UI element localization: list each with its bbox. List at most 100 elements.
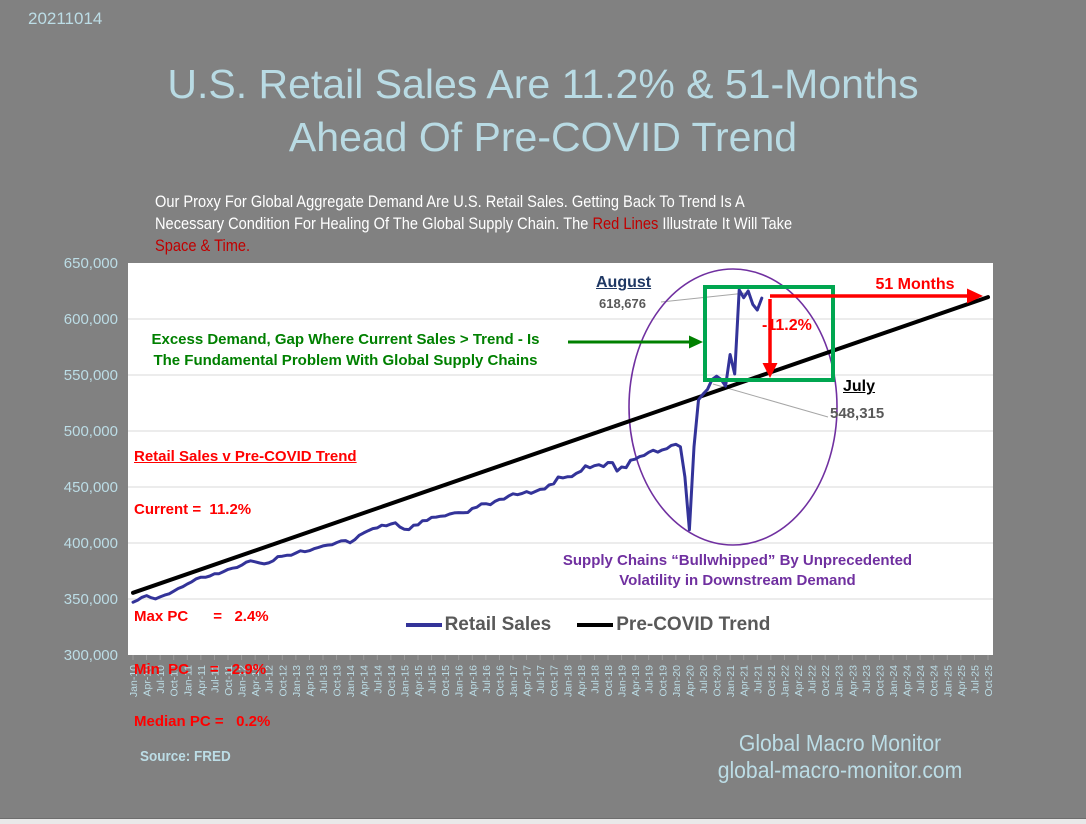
august-annotation-value: 618,676: [599, 296, 646, 311]
subtitle-segment: Illustrate It Will Take: [662, 214, 793, 233]
x-axis-tick-label: Apr-11: [196, 665, 208, 696]
x-axis-tick-label: Jul-20: [698, 665, 710, 694]
august-annotation-label: August: [596, 274, 652, 291]
x-axis-tick-label: Jul-16: [481, 665, 493, 694]
x-axis-tick-label: Jul-12: [264, 665, 276, 694]
x-axis-tick-label: Apr-14: [359, 665, 371, 697]
x-axis-tick-label: Oct-25: [983, 665, 995, 697]
gap-highlight-box: [703, 285, 835, 382]
x-axis-tick-label: Jul-23: [861, 665, 873, 694]
y-axis-tick-label: 600,000: [64, 311, 118, 328]
x-axis-tick-label: Apr-19: [630, 665, 642, 697]
x-axis-tick-label: Jan-19: [617, 665, 629, 697]
x-axis-tick-label: Jan-24: [888, 665, 900, 697]
bullwhip-note: Supply Chains “Bullwhipped” By Unprecede…: [535, 551, 940, 591]
x-axis-tick-label: Jan-25: [942, 665, 954, 697]
retail-sales-line-swatch: [405, 623, 442, 627]
x-axis-tick-label: Oct-18: [603, 665, 615, 697]
x-axis-tick-label: Oct-11: [223, 665, 235, 696]
x-axis-tick-label: Jul-10: [155, 665, 167, 694]
x-axis-tick-label: Apr-15: [413, 665, 425, 697]
x-axis-tick-label: Jul-14: [372, 665, 384, 694]
x-axis-tick-label: Jul-15: [427, 665, 439, 694]
page-title-line2: Ahead Of Pre-COVID Trend: [288, 114, 798, 160]
x-axis-tick-label: Oct-24: [929, 665, 941, 697]
legend-label-trend: Pre-COVID Trend: [616, 614, 771, 635]
x-axis-tick-label: Jan-23: [834, 665, 846, 697]
y-axis-tick-label: 450,000: [64, 479, 118, 496]
x-axis-tick-label: Jan-17: [508, 665, 520, 697]
x-axis-tick-label: Jul-11: [209, 665, 221, 693]
july-annotation-value: 548,315: [830, 405, 885, 422]
x-axis-tick-label: Jul-22: [807, 665, 819, 694]
y-axis-tick-label: 300,000: [64, 647, 118, 664]
page-title-line1: U.S. Retail Sales Are 11.2% & 51-Months: [167, 61, 919, 107]
subtitle-segment: Red Lines: [592, 214, 659, 233]
source-credit: Source: FRED: [140, 748, 231, 765]
y-axis-tick-label: 350,000: [64, 591, 118, 608]
x-axis-tick-label: Apr-21: [739, 665, 751, 697]
subtitle-segment: Our Proxy For Global Aggregate Demand Ar…: [155, 192, 745, 233]
excess-demand-arrowhead: [689, 335, 703, 349]
y-axis-tick-label: 500,000: [64, 423, 118, 440]
x-axis-tick-label: Jul-19: [644, 665, 656, 694]
legend-label-retail-sales: Retail Sales: [444, 614, 552, 635]
x-axis-tick-label: Jul-21: [752, 665, 764, 694]
excess-demand-note-line2: The Fundamental Problem With Global Supp…: [153, 352, 538, 369]
subtitle-segment: Space & Time.: [155, 236, 251, 255]
stats-max: Max PC = 2.4%: [134, 608, 269, 625]
chart-legend: Retail Sales Pre-COVID Trend: [128, 614, 993, 636]
page-title: U.S. Retail Sales Are 11.2% & 51-Months …: [0, 58, 1086, 164]
x-axis-tick-label: Apr-20: [684, 665, 696, 697]
july-annotation-label: July: [843, 378, 876, 395]
brand-name: Global Macro Monitor: [738, 730, 942, 756]
volatility-ellipse: [628, 268, 838, 546]
x-axis-tick-label: Oct-23: [874, 665, 886, 697]
legend-item-retail-sales: Retail Sales: [405, 614, 552, 636]
x-axis-tick-label: Jan-13: [291, 665, 303, 697]
brand-url: global-macro-monitor.com: [717, 757, 963, 783]
x-axis-tick-label: Apr-18: [576, 665, 588, 697]
legend-item-trend: Pre-COVID Trend: [577, 614, 770, 636]
x-axis-tick-label: Oct-14: [386, 665, 398, 697]
brand-block: Global Macro Monitor global-macro-monito…: [688, 730, 992, 784]
x-axis-tick-label: Jan-20: [671, 665, 683, 697]
x-axis-tick-label: Oct-12: [277, 665, 289, 697]
x-axis-tick-label: Oct-15: [440, 665, 452, 697]
x-axis-tick-label: Apr-13: [304, 665, 316, 697]
callout-line-july: [712, 383, 829, 418]
months-arrowhead: [967, 288, 983, 304]
x-axis-tick-label: Jan-12: [237, 665, 249, 697]
subtitle-text: Our Proxy For Global Aggregate Demand Ar…: [155, 191, 939, 257]
x-axis-tick-label: Oct-21: [766, 665, 778, 697]
x-axis-tick-label: Jan-10: [128, 665, 140, 697]
y-axis-tick-label: 650,000: [64, 255, 118, 272]
x-axis-tick-label: Jan-16: [454, 665, 466, 697]
chart-plot-area: [128, 263, 993, 655]
x-axis-tick-label: Oct-22: [820, 665, 832, 697]
x-axis-tick-label: Apr-23: [847, 665, 859, 697]
x-axis-tick-label: Jan-21: [725, 665, 737, 697]
x-axis-tick-label: Apr-22: [793, 665, 805, 697]
stats-title: Retail Sales v Pre-COVID Trend: [134, 448, 357, 465]
stats-spacer: [134, 553, 357, 573]
excess-demand-note-line1: Excess Demand, Gap Where Current Sales >…: [151, 331, 540, 348]
x-axis-tick-label: Jan-18: [562, 665, 574, 697]
y-axis-tick-label: 550,000: [64, 367, 118, 384]
pre-covid-trend-line: [131, 295, 990, 595]
gap-percent-label: -11.2%: [762, 317, 812, 334]
excess-demand-note: Excess Demand, Gap Where Current Sales >…: [133, 329, 558, 371]
x-axis-tick-label: Apr-17: [522, 665, 534, 697]
date-stamp: 20211014: [28, 9, 103, 28]
x-axis-tick-label: Oct-16: [494, 665, 506, 697]
x-axis-tick-label: Apr-16: [467, 665, 479, 697]
trend-line-swatch: [577, 623, 614, 627]
x-axis-tick-label: Oct-20: [712, 665, 724, 697]
stats-block: Retail Sales v Pre-COVID Trend Current =…: [134, 413, 357, 748]
x-axis-tick-label: Oct-17: [549, 665, 561, 697]
bottom-edge-strip: [0, 818, 1086, 824]
stats-median: Median PC = 0.2%: [134, 713, 271, 730]
x-axis-tick-label: Jul-17: [535, 665, 547, 694]
